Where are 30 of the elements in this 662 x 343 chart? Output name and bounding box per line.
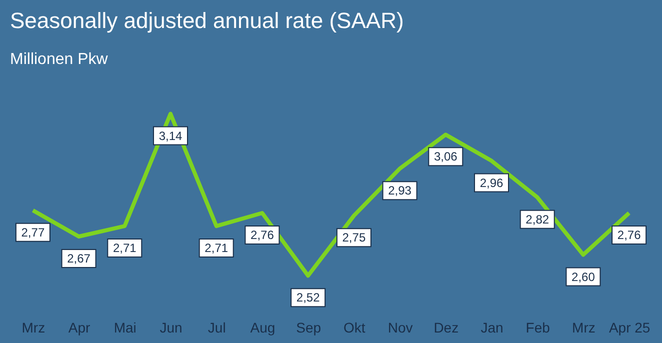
- x-tick-label: Mrz: [22, 320, 46, 336]
- x-tick-label: Jun: [160, 320, 182, 336]
- data-label: 2,76: [250, 228, 274, 242]
- x-tick-label: Jan: [480, 320, 504, 336]
- data-label: 2,77: [21, 225, 45, 240]
- chart-subtitle: Millionen Pkw: [10, 51, 108, 68]
- x-tick-label: Feb: [526, 320, 550, 336]
- data-label: 2,93: [388, 184, 412, 198]
- x-tick-label: Apr: [68, 320, 91, 336]
- x-tick-label: Apr 25: [608, 320, 650, 336]
- chart-title: Seasonally adjusted annual rate (SAAR): [10, 8, 404, 33]
- data-label: 2,75: [342, 230, 366, 245]
- data-label: 2,82: [526, 212, 550, 226]
- x-tick-label: Mai: [114, 320, 136, 336]
- x-tick-label: Mrz: [572, 320, 596, 336]
- x-tick-label: Dez: [434, 320, 459, 336]
- x-tick-label: Aug: [250, 320, 276, 336]
- data-label: 2,71: [204, 241, 228, 256]
- x-tick-label: Okt: [344, 320, 366, 336]
- data-label: 2,71: [112, 241, 137, 256]
- data-label: 2,60: [572, 270, 596, 284]
- data-label: 2,76: [617, 228, 642, 242]
- data-label: 2,52: [296, 290, 320, 305]
- x-tick-label: Sep: [296, 320, 322, 336]
- x-tick-label: Jul: [208, 320, 226, 336]
- x-tick-label: Nov: [388, 320, 413, 336]
- data-label: 3,06: [434, 150, 458, 164]
- data-label: 2,96: [480, 176, 504, 190]
- data-label: 3,14: [158, 128, 182, 143]
- data-label: 2,67: [67, 252, 91, 266]
